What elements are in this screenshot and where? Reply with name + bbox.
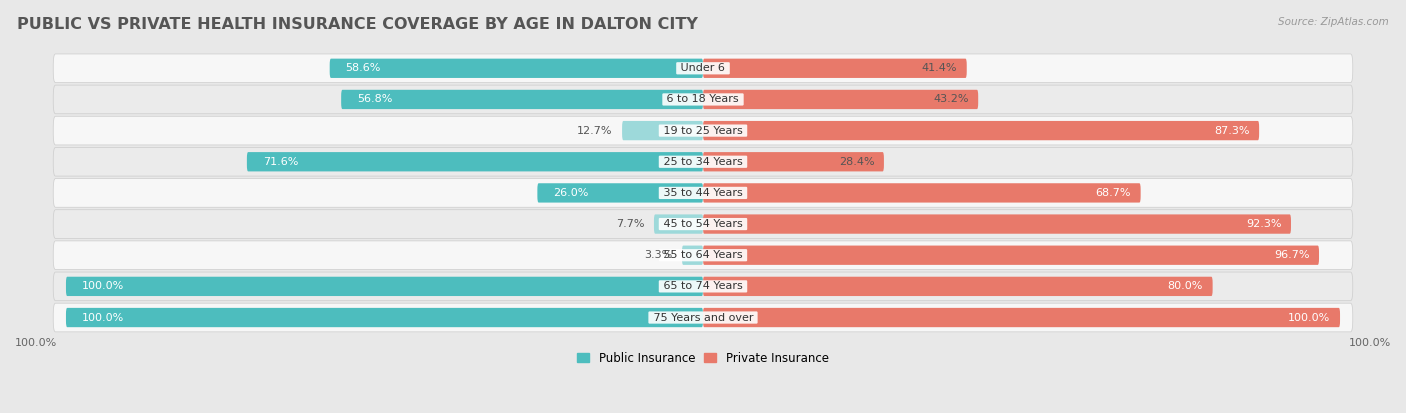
- FancyBboxPatch shape: [703, 121, 1260, 140]
- Text: 58.6%: 58.6%: [346, 63, 381, 73]
- Legend: Public Insurance, Private Insurance: Public Insurance, Private Insurance: [572, 347, 834, 370]
- FancyBboxPatch shape: [53, 303, 1353, 332]
- Text: 55 to 64 Years: 55 to 64 Years: [659, 250, 747, 260]
- Text: 26.0%: 26.0%: [554, 188, 589, 198]
- Text: 25 to 34 Years: 25 to 34 Years: [659, 157, 747, 167]
- Text: 12.7%: 12.7%: [576, 126, 613, 135]
- FancyBboxPatch shape: [53, 54, 1353, 83]
- FancyBboxPatch shape: [537, 183, 703, 202]
- Text: 80.0%: 80.0%: [1168, 281, 1204, 292]
- Text: 100.0%: 100.0%: [1288, 313, 1330, 323]
- FancyBboxPatch shape: [621, 121, 703, 140]
- FancyBboxPatch shape: [247, 152, 703, 171]
- Text: 7.7%: 7.7%: [616, 219, 644, 229]
- Text: 65 to 74 Years: 65 to 74 Years: [659, 281, 747, 292]
- FancyBboxPatch shape: [703, 152, 884, 171]
- Text: 92.3%: 92.3%: [1246, 219, 1281, 229]
- Text: 100.0%: 100.0%: [1348, 338, 1391, 348]
- FancyBboxPatch shape: [53, 85, 1353, 114]
- FancyBboxPatch shape: [703, 308, 1340, 327]
- Text: 3.3%: 3.3%: [644, 250, 672, 260]
- Text: Under 6: Under 6: [678, 63, 728, 73]
- Text: 6 to 18 Years: 6 to 18 Years: [664, 95, 742, 104]
- FancyBboxPatch shape: [703, 277, 1212, 296]
- Text: 87.3%: 87.3%: [1213, 126, 1250, 135]
- FancyBboxPatch shape: [66, 277, 703, 296]
- Text: 100.0%: 100.0%: [15, 338, 58, 348]
- FancyBboxPatch shape: [329, 59, 703, 78]
- FancyBboxPatch shape: [703, 90, 979, 109]
- FancyBboxPatch shape: [703, 183, 1140, 202]
- Text: 56.8%: 56.8%: [357, 95, 392, 104]
- FancyBboxPatch shape: [53, 116, 1353, 145]
- Text: 35 to 44 Years: 35 to 44 Years: [659, 188, 747, 198]
- FancyBboxPatch shape: [682, 246, 703, 265]
- FancyBboxPatch shape: [53, 241, 1353, 270]
- Text: 45 to 54 Years: 45 to 54 Years: [659, 219, 747, 229]
- Text: 19 to 25 Years: 19 to 25 Years: [659, 126, 747, 135]
- FancyBboxPatch shape: [703, 59, 967, 78]
- Text: 100.0%: 100.0%: [82, 313, 124, 323]
- FancyBboxPatch shape: [654, 214, 703, 234]
- Text: PUBLIC VS PRIVATE HEALTH INSURANCE COVERAGE BY AGE IN DALTON CITY: PUBLIC VS PRIVATE HEALTH INSURANCE COVER…: [17, 17, 697, 31]
- FancyBboxPatch shape: [53, 272, 1353, 301]
- FancyBboxPatch shape: [703, 246, 1319, 265]
- FancyBboxPatch shape: [703, 214, 1291, 234]
- FancyBboxPatch shape: [53, 178, 1353, 207]
- Text: 41.4%: 41.4%: [922, 63, 957, 73]
- FancyBboxPatch shape: [342, 90, 703, 109]
- Text: 75 Years and over: 75 Years and over: [650, 313, 756, 323]
- FancyBboxPatch shape: [53, 147, 1353, 176]
- Text: 71.6%: 71.6%: [263, 157, 298, 167]
- Text: 28.4%: 28.4%: [839, 157, 875, 167]
- Text: 96.7%: 96.7%: [1274, 250, 1309, 260]
- Text: 43.2%: 43.2%: [934, 95, 969, 104]
- Text: Source: ZipAtlas.com: Source: ZipAtlas.com: [1278, 17, 1389, 26]
- Text: 68.7%: 68.7%: [1095, 188, 1130, 198]
- FancyBboxPatch shape: [66, 308, 703, 327]
- Text: 100.0%: 100.0%: [82, 281, 124, 292]
- FancyBboxPatch shape: [53, 210, 1353, 238]
